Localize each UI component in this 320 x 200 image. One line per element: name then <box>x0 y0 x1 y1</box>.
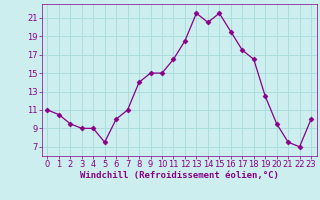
X-axis label: Windchill (Refroidissement éolien,°C): Windchill (Refroidissement éolien,°C) <box>80 171 279 180</box>
